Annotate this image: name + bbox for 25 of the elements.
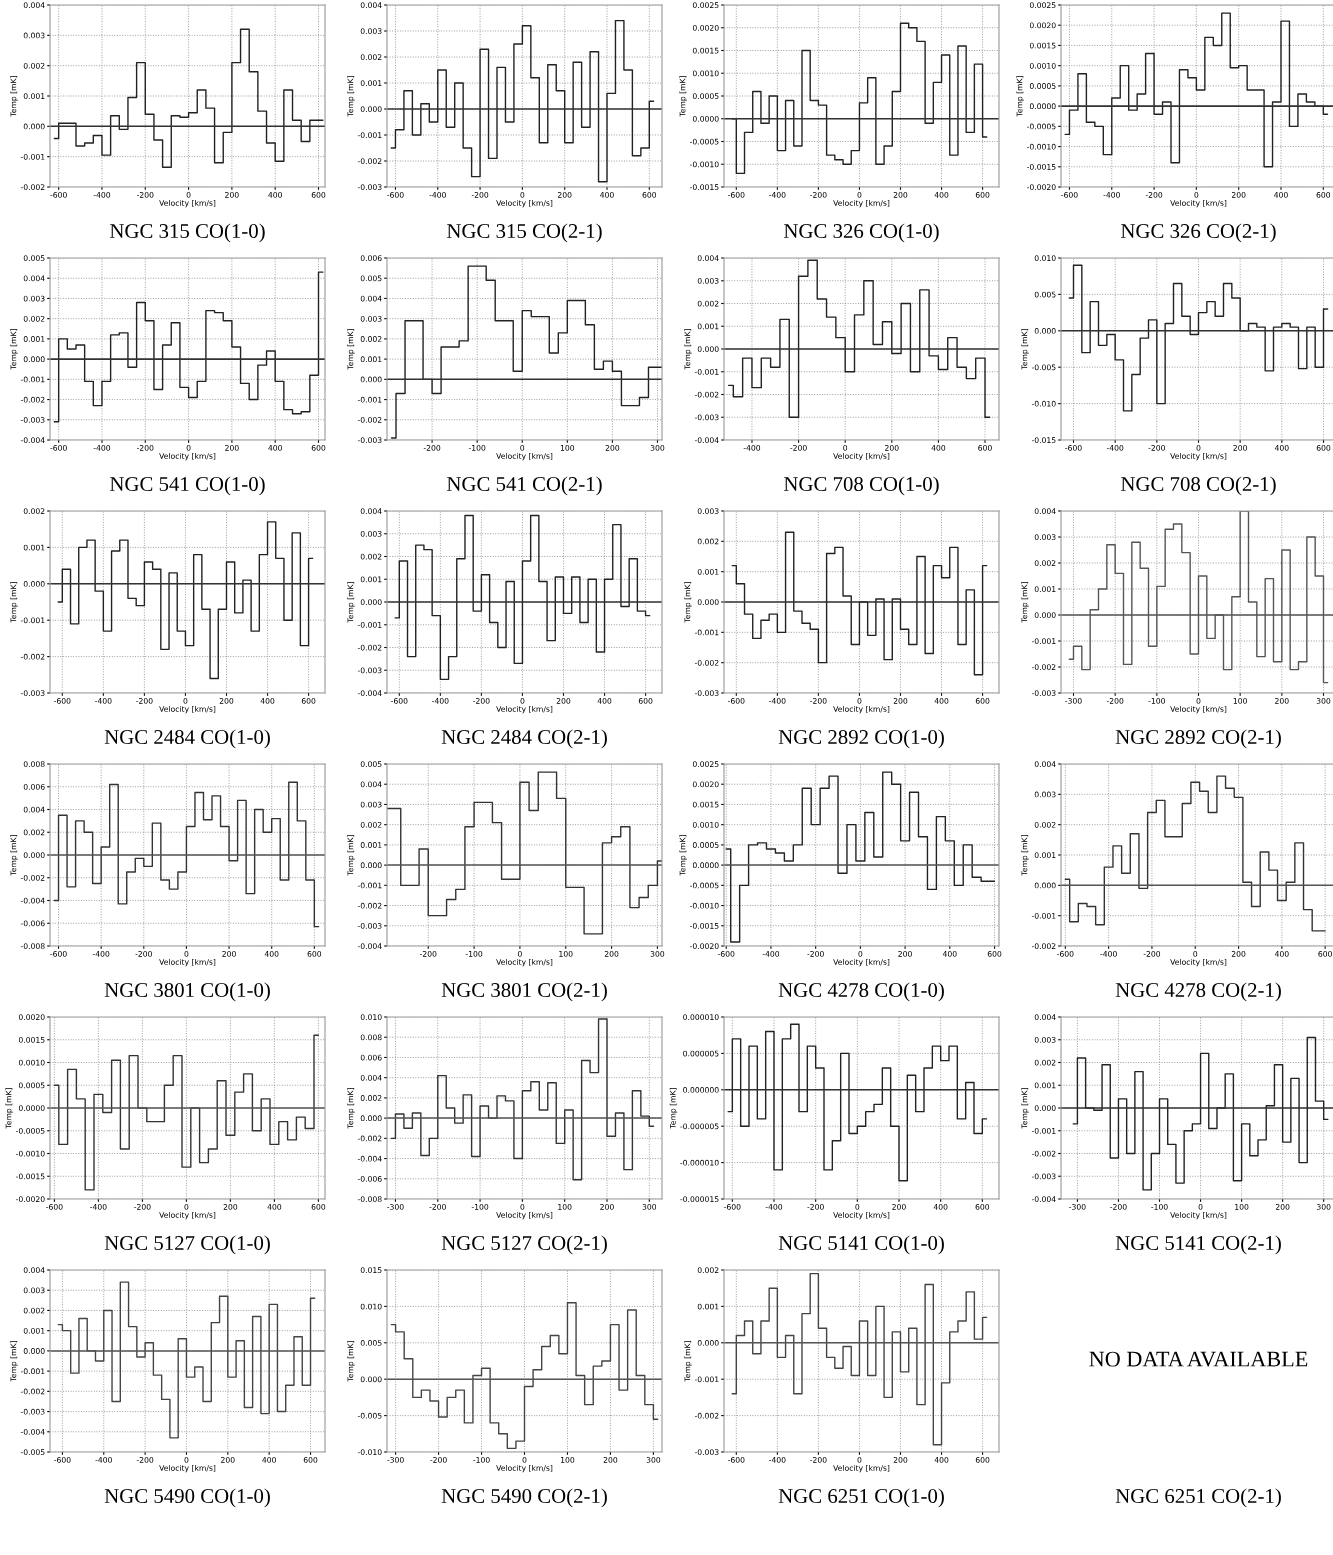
text: NGC 5141 CO(1-0) bbox=[778, 1235, 944, 1255]
text: NGC 4278 CO(1-0) bbox=[778, 982, 944, 1002]
text: NGC 708 CO(2-1) bbox=[1120, 476, 1276, 496]
text: NGC 541 CO(1-0) bbox=[109, 476, 265, 496]
text: NGC 6251 CO(2-1) bbox=[1115, 1488, 1281, 1508]
text: NGC 5127 CO(2-1) bbox=[441, 1235, 607, 1255]
text: NGC 326 CO(1-0) bbox=[783, 223, 939, 243]
text: NGC 2892 CO(2-1) bbox=[1115, 729, 1281, 749]
text: NGC 708 CO(1-0) bbox=[783, 476, 939, 496]
text: NGC 315 CO(2-1) bbox=[446, 223, 602, 243]
text: NGC 5490 CO(2-1) bbox=[441, 1488, 607, 1508]
text: NGC 541 CO(2-1) bbox=[446, 476, 602, 496]
text: NGC 2484 CO(1-0) bbox=[104, 729, 270, 749]
text: NGC 5141 CO(2-1) bbox=[1115, 1235, 1281, 1255]
text: NGC 315 CO(1-0) bbox=[109, 223, 265, 243]
text: NGC 326 CO(2-1) bbox=[1120, 223, 1276, 243]
text: NGC 2892 CO(1-0) bbox=[778, 729, 944, 749]
text: NGC 2484 CO(2-1) bbox=[441, 729, 607, 749]
text: NGC 6251 CO(1-0) bbox=[778, 1488, 944, 1508]
text: NGC 3801 CO(2-1) bbox=[441, 982, 607, 1002]
text: NGC 5490 CO(1-0) bbox=[104, 1488, 270, 1508]
text: NGC 3801 CO(1-0) bbox=[104, 982, 270, 1002]
text: NGC 5127 CO(1-0) bbox=[104, 1235, 270, 1255]
text: NGC 4278 CO(2-1) bbox=[1115, 982, 1281, 1002]
text: NO DATA AVAILABLE bbox=[1089, 1351, 1308, 1367]
